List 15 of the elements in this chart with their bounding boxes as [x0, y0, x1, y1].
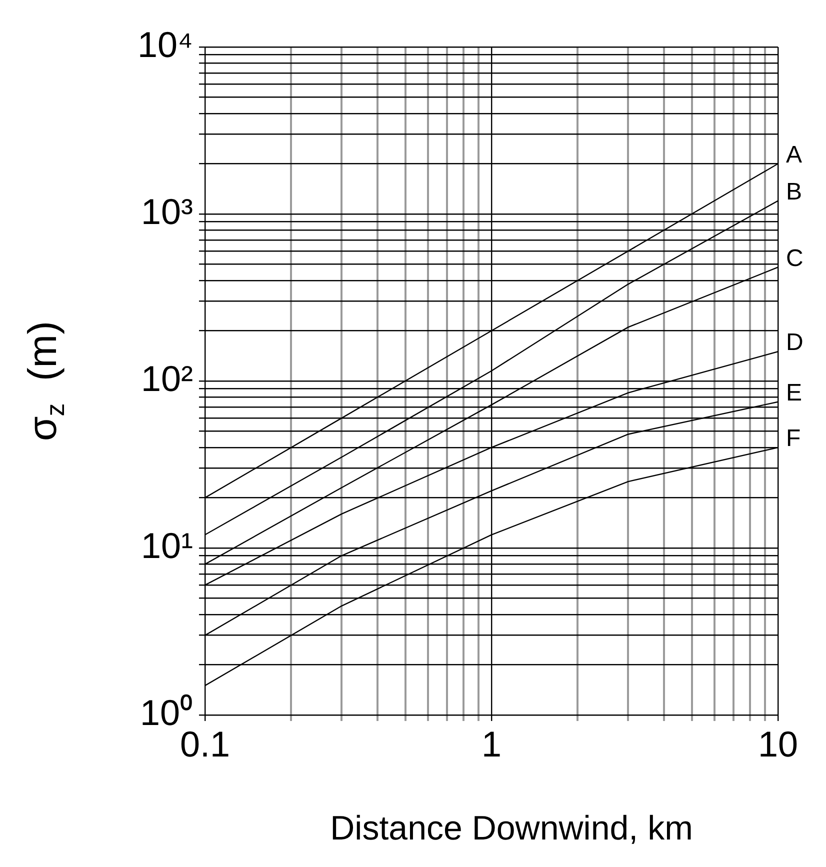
series-label: A	[786, 141, 802, 168]
series-label: D	[786, 329, 804, 356]
series-label: B	[786, 178, 802, 206]
y-axis-title: σz (m)	[21, 321, 70, 441]
y-tick-label: 10³	[140, 190, 194, 232]
y-tick-label: 10⁴	[137, 24, 193, 65]
series-label: E	[786, 379, 802, 406]
y-tick-label: 10²	[140, 358, 194, 399]
y-tick-label: 10¹	[140, 524, 194, 566]
series-label: C	[786, 244, 804, 272]
series-label: F	[786, 425, 801, 452]
x-tick-label: 0.1	[180, 724, 230, 765]
x-tick-label: 10	[758, 724, 798, 765]
x-axis-title: Distance Downwind, km	[330, 809, 693, 848]
x-tick-label: 1	[481, 724, 502, 765]
